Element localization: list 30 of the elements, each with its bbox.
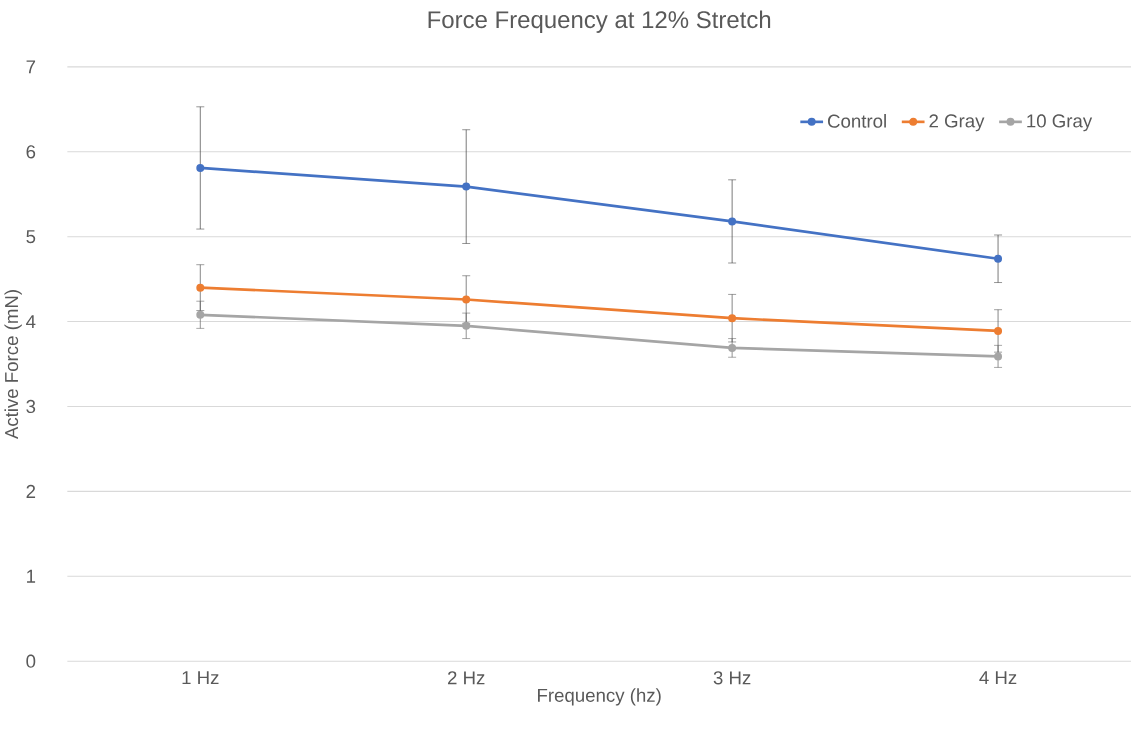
point (728, 314, 737, 323)
legend-label: 10 Gray (1027, 114, 1093, 132)
y-tick-label: 4 (26, 315, 36, 328)
point (462, 321, 471, 330)
y-tick-label: 2 (26, 484, 36, 498)
point (196, 163, 205, 172)
x-tick-label: 1 Hz (182, 671, 219, 684)
legend-label: 2 Gray (929, 114, 985, 132)
point (462, 182, 471, 191)
y-tick-label: 7 (26, 60, 36, 74)
x-tick-label: 2 Hz (447, 671, 485, 685)
x-axis-title: Frequency (hz) (538, 688, 661, 706)
point (994, 352, 1003, 361)
legend-label: Control (828, 114, 886, 128)
y-tick-label: 3 (26, 399, 36, 414)
point (462, 295, 471, 304)
y-tick-label: 6 (26, 145, 36, 159)
point (196, 310, 205, 319)
chart-title: Force Frequency at 12% Stretch (428, 10, 771, 33)
x-tick-label: 3 Hz (713, 671, 751, 685)
point (994, 326, 1003, 335)
y-axis-title: Active Force (mN) (4, 290, 22, 440)
point (994, 254, 1003, 263)
point (728, 217, 737, 226)
x-tick-label: 4 Hz (979, 671, 1017, 684)
point (728, 343, 737, 352)
point (196, 283, 205, 292)
y-tick-label: 1 (27, 569, 36, 583)
y-tick-label: 5 (26, 230, 36, 244)
y-tick-label: 0 (26, 654, 36, 668)
